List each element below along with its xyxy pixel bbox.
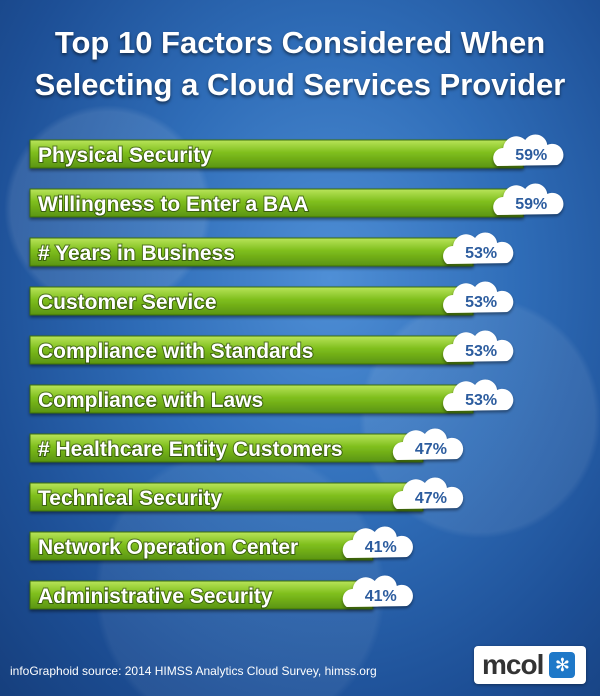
cloud-icon <box>443 232 514 264</box>
category-label: Compliance with Laws <box>38 389 263 412</box>
cloud-icon <box>443 330 514 362</box>
source-note: infoGraphoid source: 2014 HIMSS Analytic… <box>10 664 377 678</box>
pinwheel-icon: ✻ <box>549 652 576 678</box>
bar <box>29 384 474 414</box>
bar <box>29 531 374 561</box>
bar <box>29 482 424 512</box>
value-label: 47% <box>415 490 447 507</box>
bar <box>29 433 424 463</box>
value-label: 53% <box>465 294 497 311</box>
category-label: Administrative Security <box>38 585 273 608</box>
value-label: 41% <box>365 539 397 556</box>
cloud-icon <box>342 575 413 607</box>
category-label: # Years in Business <box>38 242 235 265</box>
value-label: 53% <box>465 245 497 262</box>
value-label: 41% <box>365 588 397 605</box>
cloud-icon <box>443 379 514 411</box>
value-label: 59% <box>515 196 547 213</box>
category-label: Technical Security <box>38 487 222 510</box>
category-label: Network Operation Center <box>38 536 298 559</box>
category-label: # Healthcare Entity Customers <box>38 438 343 461</box>
value-label: 47% <box>415 441 447 458</box>
category-label: Physical Security <box>38 144 212 167</box>
value-label: 53% <box>465 343 497 360</box>
category-label: Customer Service <box>38 291 217 314</box>
value-label: 59% <box>515 147 547 164</box>
cloud-icon <box>392 477 464 509</box>
cloud-icon <box>493 134 564 166</box>
cloud-icon <box>493 183 564 215</box>
category-label: Willingness to Enter a BAA <box>38 193 309 216</box>
cloud-icon <box>392 428 464 460</box>
bar <box>29 188 524 218</box>
title-line-1: Top 10 Factors Considered When <box>54 25 546 60</box>
bar <box>29 580 374 610</box>
cloud-icon <box>342 526 413 558</box>
mcol-logo: mcol ✻ <box>474 646 586 684</box>
category-label: Compliance with Standards <box>38 340 313 363</box>
title-line-2: Selecting a Cloud Services Provider <box>34 67 566 102</box>
cloud-icon <box>443 281 514 313</box>
value-label: 53% <box>465 392 497 409</box>
logo-text: mcol <box>482 649 544 680</box>
chart-title: Top 10 Factors Considered When Selecting… <box>0 22 600 106</box>
